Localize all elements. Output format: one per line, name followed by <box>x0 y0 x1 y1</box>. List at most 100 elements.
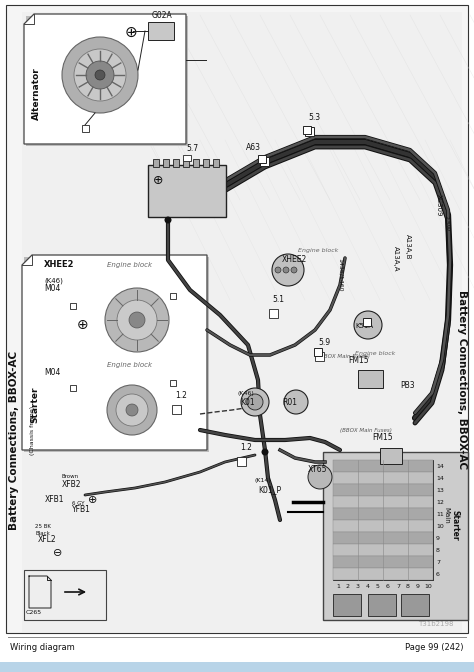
Text: PB3: PB3 <box>400 381 415 390</box>
Text: K01: K01 <box>240 398 255 407</box>
Bar <box>333 544 433 556</box>
Text: Starter: Starter <box>30 387 39 423</box>
Text: 4: 4 <box>366 584 370 589</box>
Text: R01: R01 <box>282 398 297 407</box>
Bar <box>333 496 433 508</box>
Circle shape <box>62 37 138 113</box>
Bar <box>173 159 179 167</box>
Text: FM15: FM15 <box>372 433 392 442</box>
Text: 5.9: 5.9 <box>318 338 330 347</box>
Bar <box>380 448 402 464</box>
Bar <box>368 594 396 616</box>
Circle shape <box>164 216 172 224</box>
Bar <box>401 594 429 616</box>
Text: 10: 10 <box>436 523 444 528</box>
Text: 2.5W: 2.5W <box>444 215 449 231</box>
Text: A63: A63 <box>246 143 261 152</box>
Bar <box>0 662 474 672</box>
Text: 6 GY: 6 GY <box>72 501 84 506</box>
Text: (BBOX Main Fuses): (BBOX Main Fuses) <box>340 428 392 433</box>
Bar <box>82 125 89 132</box>
Text: Engine block: Engine block <box>298 248 338 253</box>
Circle shape <box>86 61 114 89</box>
Circle shape <box>272 254 304 286</box>
Text: A13A,B: A13A,B <box>405 233 411 259</box>
Text: C265: C265 <box>26 610 42 615</box>
Text: Main: Main <box>443 507 449 523</box>
Bar <box>153 159 159 167</box>
Circle shape <box>107 385 157 435</box>
Circle shape <box>262 448 268 456</box>
Text: 11: 11 <box>436 511 444 517</box>
Bar <box>170 293 176 299</box>
Bar <box>333 460 433 580</box>
Text: Wiring diagram: Wiring diagram <box>10 642 75 651</box>
Text: Engine block: Engine block <box>355 351 395 356</box>
Text: 13: 13 <box>436 487 444 493</box>
Circle shape <box>291 267 297 273</box>
Text: K01_P: K01_P <box>258 485 281 494</box>
Text: (Chassis frame): (Chassis frame) <box>30 405 35 454</box>
Bar <box>315 352 324 361</box>
Circle shape <box>308 465 332 489</box>
Text: XFB1: XFB1 <box>45 495 64 504</box>
Bar <box>333 484 433 496</box>
Text: Battery Connections, BBOX-AC: Battery Connections, BBOX-AC <box>457 290 467 470</box>
Circle shape <box>74 49 126 101</box>
Text: 14: 14 <box>436 476 444 480</box>
Circle shape <box>283 267 289 273</box>
Text: 1435/1460: 1435/1460 <box>338 257 343 291</box>
Bar <box>24 570 106 620</box>
Text: ⊕: ⊕ <box>77 318 89 332</box>
Text: 9: 9 <box>416 584 420 589</box>
Text: Battery Connections, BBOX-AC: Battery Connections, BBOX-AC <box>9 350 19 530</box>
Text: XC309: XC309 <box>436 194 442 216</box>
Text: 25 BK: 25 BK <box>35 524 51 529</box>
Text: XT65: XT65 <box>308 465 328 474</box>
Bar <box>203 159 209 167</box>
Circle shape <box>354 311 382 339</box>
Text: 3: 3 <box>356 584 360 589</box>
Circle shape <box>129 312 145 328</box>
Text: 12: 12 <box>436 499 444 505</box>
Bar <box>163 159 169 167</box>
Circle shape <box>95 70 105 80</box>
Text: M04: M04 <box>44 284 60 293</box>
Bar <box>333 532 433 544</box>
Bar <box>333 472 433 484</box>
Bar <box>305 127 314 136</box>
Text: ⊖: ⊖ <box>53 548 63 558</box>
Text: 1: 1 <box>336 584 340 589</box>
Bar <box>333 594 361 616</box>
Text: A13A,A: A13A,A <box>393 245 399 271</box>
Text: 9: 9 <box>436 536 440 540</box>
Bar <box>148 165 226 217</box>
Text: Starter: Starter <box>451 509 460 540</box>
Text: ⊕: ⊕ <box>125 24 138 40</box>
Text: 8: 8 <box>436 548 440 552</box>
Text: 1.2: 1.2 <box>175 391 187 400</box>
Bar <box>314 348 322 356</box>
Text: XHEE2: XHEE2 <box>282 255 307 264</box>
Text: 6: 6 <box>436 571 440 577</box>
Bar <box>172 405 181 414</box>
Circle shape <box>241 388 269 416</box>
Circle shape <box>126 404 138 416</box>
Text: (K46): (K46) <box>44 278 63 284</box>
Circle shape <box>284 390 308 414</box>
Text: ⊕: ⊕ <box>153 173 164 187</box>
Bar <box>70 385 76 391</box>
Bar <box>333 556 433 568</box>
Bar <box>258 155 266 163</box>
Bar <box>260 157 269 166</box>
Text: (BBOX Main Fuses): (BBOX Main Fuses) <box>318 354 370 359</box>
Text: T31b2198: T31b2198 <box>418 621 454 627</box>
Text: 5.7: 5.7 <box>186 144 198 153</box>
Bar <box>70 303 76 309</box>
Text: YFB1: YFB1 <box>72 505 91 514</box>
Circle shape <box>105 288 169 352</box>
Polygon shape <box>22 255 207 450</box>
Text: XFL2: XFL2 <box>38 535 56 544</box>
Text: M04: M04 <box>44 368 60 377</box>
Bar <box>333 568 433 580</box>
